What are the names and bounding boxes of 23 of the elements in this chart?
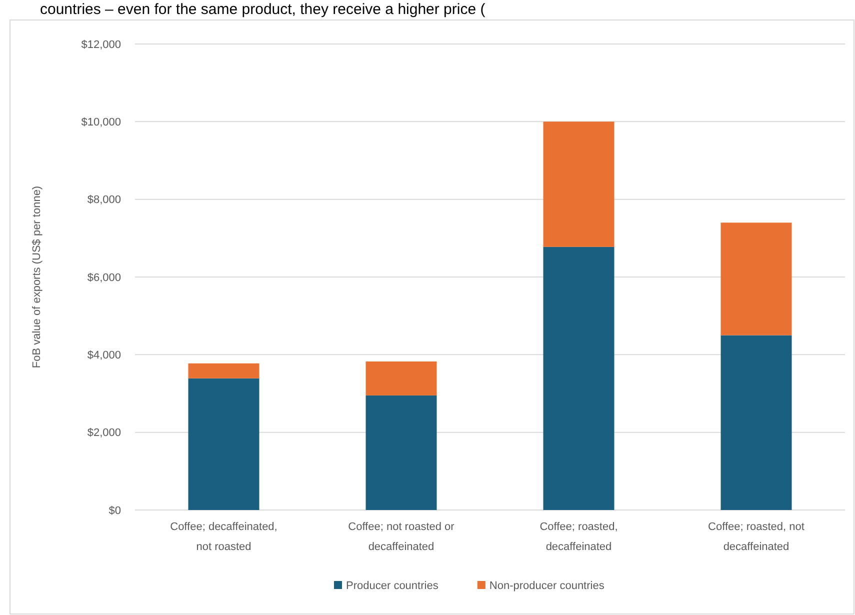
- x-tick-label: Coffee; decaffeinated, not roasted: [170, 521, 278, 553]
- bar: [366, 395, 437, 510]
- y-tick-label: $6,000: [87, 272, 121, 284]
- legend-label: Non-producer countries: [489, 580, 605, 592]
- x-tick-label: Coffee; roasted, decaffeinated: [540, 521, 618, 553]
- y-tick-label: $2,000: [87, 427, 121, 440]
- x-tick-label: Coffee; not roasted or decaffeinated: [348, 521, 455, 553]
- y-tick-label: $0: [108, 504, 121, 517]
- y-tick-label: $12,000: [81, 38, 121, 51]
- bar: [543, 122, 614, 247]
- bar: [366, 361, 437, 396]
- bar: [543, 246, 614, 510]
- x-tick-label: Coffee; roasted, not decaffeinated: [708, 521, 804, 553]
- legend-label: Producer countries: [346, 580, 439, 592]
- y-tick-label: $4,000: [87, 350, 121, 362]
- bar: [188, 363, 260, 378]
- bar: [720, 335, 792, 510]
- y-axis-title: FoB value of exports (US$ per tonne): [31, 186, 43, 368]
- bar: [720, 222, 792, 336]
- text: countries – even for the same product, they receive a higher price (: [40, 1, 486, 18]
- bar: [188, 378, 260, 510]
- y-tick-label: $10,000: [81, 116, 121, 129]
- y-tick-label: $8,000: [87, 194, 121, 206]
